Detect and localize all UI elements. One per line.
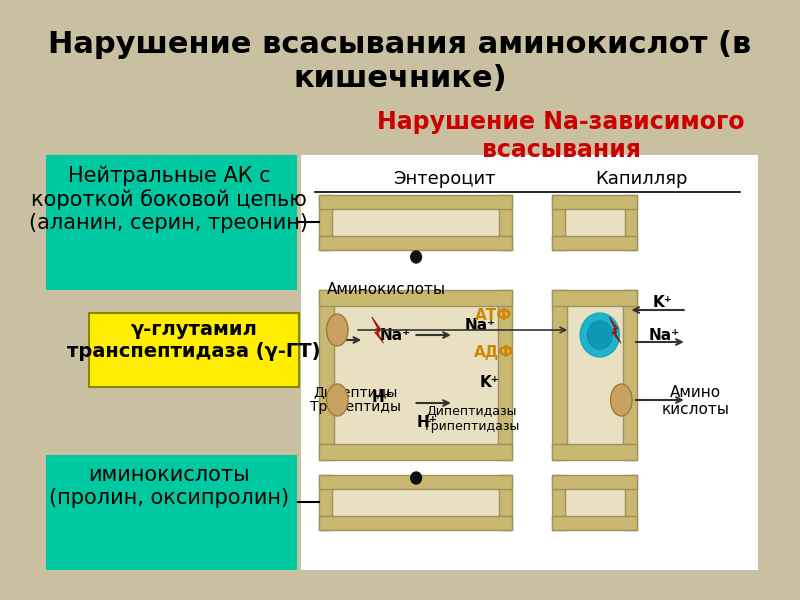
Text: Нарушение всасывания аминокислот (в
кишечнике): Нарушение всасывания аминокислот (в кише… <box>48 30 752 92</box>
FancyBboxPatch shape <box>552 475 565 530</box>
FancyBboxPatch shape <box>332 209 499 236</box>
Text: Трипептиды: Трипептиды <box>310 400 401 414</box>
Text: Амино
кислоты: Амино кислоты <box>662 385 730 418</box>
FancyBboxPatch shape <box>334 306 498 444</box>
FancyBboxPatch shape <box>319 444 512 460</box>
FancyBboxPatch shape <box>565 209 625 236</box>
FancyBboxPatch shape <box>319 516 512 530</box>
Circle shape <box>410 472 422 484</box>
Text: K⁺: K⁺ <box>653 295 672 310</box>
FancyBboxPatch shape <box>499 475 512 530</box>
FancyBboxPatch shape <box>332 489 499 516</box>
FancyBboxPatch shape <box>498 290 512 460</box>
FancyBboxPatch shape <box>319 290 512 306</box>
FancyBboxPatch shape <box>319 475 512 489</box>
Text: Дипептиды: Дипептиды <box>313 385 398 399</box>
FancyBboxPatch shape <box>552 444 638 460</box>
FancyBboxPatch shape <box>319 236 512 250</box>
Text: Капилляр: Капилляр <box>596 170 688 188</box>
Text: Нейтральные АК с
короткой боковой цепью
(аланин, серин, треонин): Нейтральные АК с короткой боковой цепью … <box>30 165 308 233</box>
Text: Дипептидазы
Трипептидазы: Дипептидазы Трипептидазы <box>423 405 520 433</box>
Polygon shape <box>609 317 621 343</box>
Text: H⁺: H⁺ <box>417 415 438 430</box>
Text: АТФ: АТФ <box>475 308 513 323</box>
FancyBboxPatch shape <box>89 313 298 387</box>
Text: Na⁺: Na⁺ <box>465 318 496 333</box>
FancyBboxPatch shape <box>319 475 332 530</box>
FancyBboxPatch shape <box>499 195 512 250</box>
FancyBboxPatch shape <box>552 290 638 306</box>
FancyBboxPatch shape <box>552 195 565 250</box>
Ellipse shape <box>610 384 632 416</box>
FancyBboxPatch shape <box>552 195 638 209</box>
Text: Na⁺: Na⁺ <box>380 328 411 343</box>
FancyBboxPatch shape <box>302 155 758 570</box>
Text: γ-глутамил
транспептидаза (γ-ГТ): γ-глутамил транспептидаза (γ-ГТ) <box>67 320 321 361</box>
Text: K⁺: K⁺ <box>480 375 499 390</box>
FancyBboxPatch shape <box>625 195 638 250</box>
FancyBboxPatch shape <box>552 516 638 530</box>
FancyBboxPatch shape <box>319 195 332 250</box>
Circle shape <box>410 251 422 263</box>
FancyBboxPatch shape <box>565 489 625 516</box>
Text: H⁺: H⁺ <box>372 390 393 405</box>
Circle shape <box>580 313 619 357</box>
FancyBboxPatch shape <box>552 236 638 250</box>
Text: иминокислоты
(пролин, оксипролин): иминокислоты (пролин, оксипролин) <box>49 465 289 508</box>
FancyBboxPatch shape <box>566 306 623 444</box>
FancyBboxPatch shape <box>46 155 297 290</box>
Ellipse shape <box>326 384 348 416</box>
FancyBboxPatch shape <box>552 290 566 460</box>
Text: АДФ: АДФ <box>474 345 514 360</box>
Polygon shape <box>372 317 383 343</box>
FancyBboxPatch shape <box>623 290 638 460</box>
Text: Аминокислоты: Аминокислоты <box>327 282 446 297</box>
FancyBboxPatch shape <box>552 475 638 489</box>
Ellipse shape <box>326 314 348 346</box>
FancyBboxPatch shape <box>319 290 334 460</box>
Text: Na⁺: Na⁺ <box>649 328 680 343</box>
FancyBboxPatch shape <box>46 455 297 570</box>
FancyBboxPatch shape <box>319 195 512 209</box>
FancyBboxPatch shape <box>625 475 638 530</box>
Circle shape <box>587 321 612 349</box>
Text: Энтероцит: Энтероцит <box>394 170 496 188</box>
Text: Нарушение Na-зависимого
всасывания: Нарушение Na-зависимого всасывания <box>378 110 745 162</box>
